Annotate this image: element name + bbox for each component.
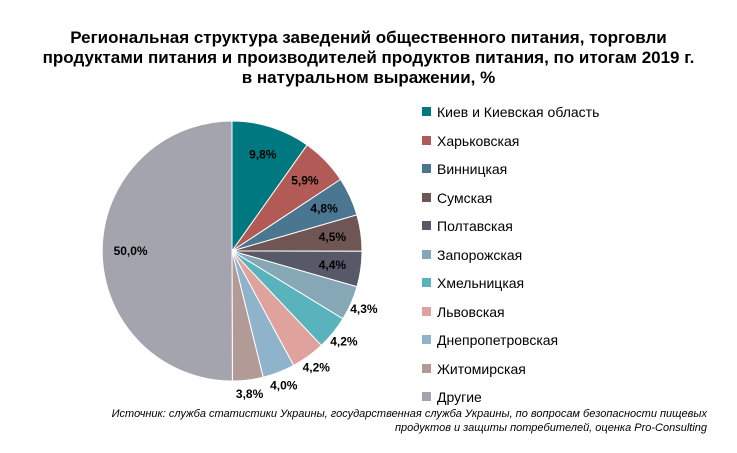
pie-slices: [101, 120, 363, 382]
pie-label-6: 4,3%: [350, 302, 378, 316]
source-line-2: продуктов и защиты потребителей, оценка …: [394, 422, 707, 434]
pie-label-11: 50,0%: [114, 244, 148, 258]
legend-item-3: Винницкая: [416, 159, 736, 188]
legend-swatch: [422, 278, 431, 287]
pie-label-2: 5,9%: [291, 174, 319, 188]
chart-title-line-2: продуктами питания и производителей прод…: [42, 48, 695, 67]
legend-swatch: [422, 335, 431, 344]
chart-legend: Киев и Киевская область Харьковская Винниц…: [416, 102, 736, 416]
legend-item-5: Полтавская: [416, 216, 736, 245]
legend-label: Львовская: [437, 303, 505, 320]
pie-label-3: 4,8%: [310, 202, 338, 216]
pie-data-labels: 9,8% 5,9% 4,8% 4,5% 4,4% 4,3% 4,2% 4,2% 4,0% 3,8%…: [114, 147, 378, 401]
pie-label-9: 4,0%: [270, 378, 298, 392]
legend-item-11: Другие: [416, 387, 736, 416]
pie-label-8: 4,2%: [303, 361, 331, 375]
legend-item-8: Львовская: [416, 302, 736, 331]
pie-slice-11: [101, 120, 233, 382]
legend-label: Днепропетровская: [437, 332, 559, 348]
pie-label-4: 4,5%: [319, 230, 347, 244]
legend-label: Полтавская: [437, 218, 513, 234]
chart-title-line-1: Региональная структура заведений обществ…: [70, 28, 667, 47]
legend-label: Хмельницкая: [437, 275, 525, 291]
pie-label-5: 4,4%: [319, 258, 347, 272]
legend-swatch: [422, 306, 431, 316]
legend-swatch: [422, 249, 431, 259]
legend-label: Сумская: [437, 189, 493, 206]
legend-swatch: [422, 392, 431, 401]
pie-slice-1: [231, 120, 308, 253]
legend-label: Другие: [437, 389, 482, 405]
legend-item-10: Житомирская: [416, 359, 736, 388]
source-note: Источник: служба статистики Украины, гос…: [0, 407, 707, 435]
legend-label: Винницкая: [437, 161, 508, 177]
chart-title-line-3: в натуральном выражении, %: [241, 68, 496, 87]
legend-swatch: [422, 192, 431, 202]
legend-item-6: Запорожская: [416, 245, 736, 274]
legend-swatch: [422, 135, 431, 145]
pie-label-7: 4,2%: [330, 335, 358, 349]
legend-swatch: [422, 221, 431, 230]
legend-swatch: [422, 363, 431, 373]
legend-item-7: Хмельницкая: [416, 273, 736, 302]
legend-swatch: [422, 107, 431, 116]
pie-label-10: 3,8%: [236, 387, 264, 401]
source-line-1: Источник: служба статистики Украины, гос…: [111, 408, 707, 420]
legend-item-9: Днепропетровская: [416, 330, 736, 359]
legend-item-1: Киев и Киевская область: [416, 102, 736, 131]
legend-label: Киев и Киевская область: [437, 104, 600, 120]
legend-label: Житомирская: [437, 360, 526, 377]
legend-label: Харьковская: [437, 132, 520, 149]
legend-item-2: Харьковская: [416, 131, 736, 160]
legend-swatch: [422, 164, 431, 173]
pie-label-1: 9,8%: [249, 147, 277, 161]
chart-title: Региональная структура заведений обществ…: [0, 28, 737, 88]
legend-label: Запорожская: [437, 246, 523, 263]
legend-item-4: Сумская: [416, 188, 736, 217]
